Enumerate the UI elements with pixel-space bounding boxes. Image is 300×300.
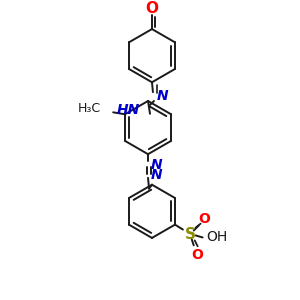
Text: O: O [146,1,158,16]
Text: H₃C: H₃C [78,102,101,115]
Text: O: O [199,212,211,226]
Text: S: S [185,227,196,242]
Text: O: O [192,248,204,262]
Text: N: N [157,89,169,103]
Text: N: N [151,158,163,172]
Text: OH: OH [206,230,227,244]
Text: HN: HN [117,103,140,117]
Text: N: N [151,168,163,182]
